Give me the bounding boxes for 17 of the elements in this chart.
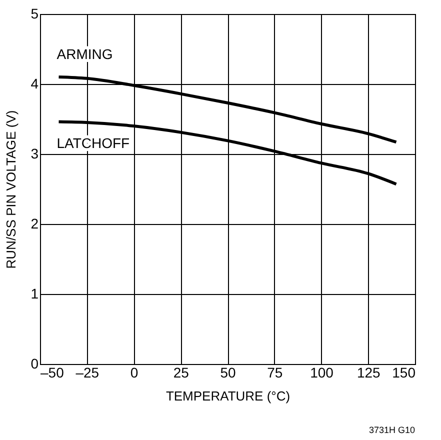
text: 3731H G10 [368,425,415,435]
y-tick-label: 2 [30,216,39,232]
x-tick-label: 125 [356,364,381,380]
x-tick-label: 150 [392,364,416,380]
y-tick-label: 1 [30,286,39,302]
x-tick-label: –50 [40,364,64,380]
x-tick-label: 50 [220,364,236,380]
y-axis-title: RUN/SS PIN VOLTAGE (V) [4,110,19,269]
x-tick-label: 75 [267,364,283,380]
x-tick-label: 0 [130,364,138,380]
y-tick-label: 3 [30,146,39,162]
y-tick-label: 4 [30,76,39,92]
x-tick-label: 25 [173,364,190,380]
x-tick-label: 100 [310,364,334,380]
x-tick-label: –25 [76,364,100,380]
y-tick-label: 5 [30,6,39,22]
x-axis-title: TEMPERATURE (°C) [166,388,290,404]
